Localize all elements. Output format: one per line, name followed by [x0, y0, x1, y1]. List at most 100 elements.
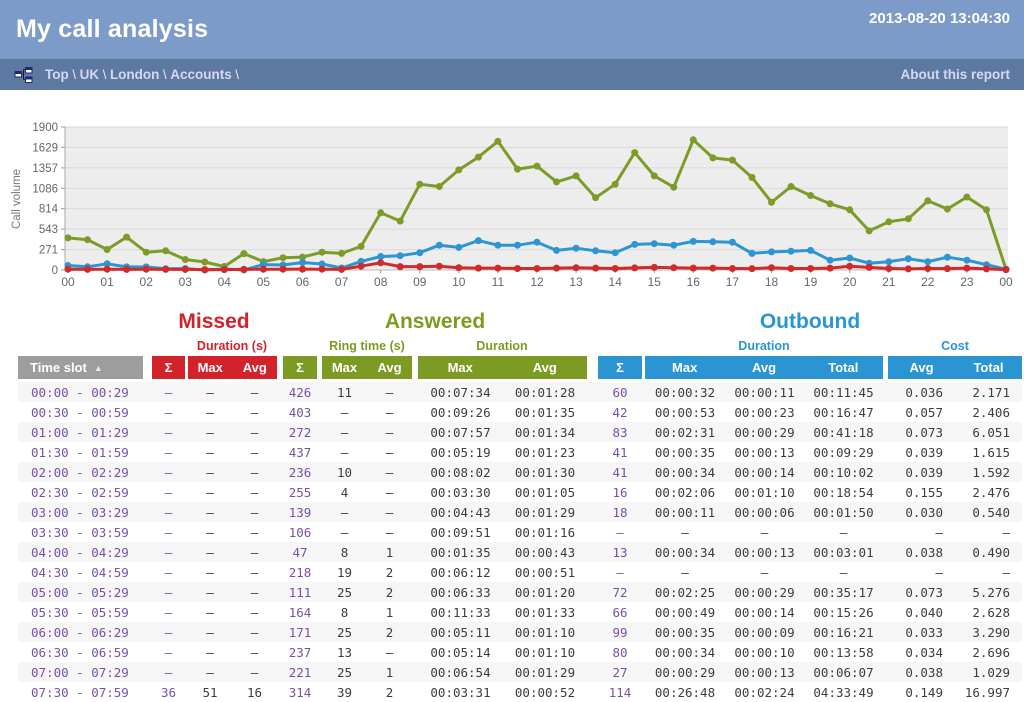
outbound-sum-cell[interactable]: 72 — [598, 582, 642, 602]
breadcrumb: Top \ UK \ London \ Accounts \ — [45, 66, 243, 84]
breadcrumb-link-accounts[interactable]: Accounts — [170, 67, 232, 82]
time-slot-cell[interactable]: 02:30 - 02:59 — [18, 482, 143, 502]
missed-sum-cell[interactable]: – — [152, 642, 185, 662]
outbound-sum-cell[interactable]: – — [598, 562, 642, 582]
svg-text:14: 14 — [609, 275, 623, 289]
outbound-sum-cell[interactable]: 99 — [598, 622, 642, 642]
time-slot-cell[interactable]: 00:30 - 00:59 — [18, 402, 143, 422]
answered-sum-cell[interactable]: 437 — [283, 442, 317, 462]
outbound-value-cell: 00:00:32 — [645, 382, 725, 402]
outbound-value-cell: – — [888, 562, 955, 582]
time-slot-cell[interactable]: 00:00 - 00:29 — [18, 382, 143, 402]
outbound-sum-cell[interactable]: 27 — [598, 662, 642, 682]
missed-sum-cell[interactable]: 36 — [152, 682, 185, 702]
missed-sum-cell[interactable]: – — [152, 542, 185, 562]
time-slot-cell[interactable]: 06:00 - 06:29 — [18, 622, 143, 642]
column-header-answered-sum[interactable]: Σ — [283, 356, 317, 379]
missed-sum-cell[interactable]: – — [152, 482, 185, 502]
answered-sum-cell[interactable]: 236 — [283, 462, 317, 482]
outbound-value-cell: 00:00:13 — [725, 662, 804, 682]
time-slot-cell[interactable]: 02:00 - 02:29 — [18, 462, 143, 482]
outbound-sum-cell[interactable]: 18 — [598, 502, 642, 522]
missed-sum-cell[interactable]: – — [152, 662, 185, 682]
breadcrumb-link-top[interactable]: Top — [45, 67, 69, 82]
missed-sum-cell[interactable]: – — [152, 402, 185, 422]
missed-sum-cell[interactable]: – — [152, 562, 185, 582]
outbound-sum-cell[interactable]: 80 — [598, 642, 642, 662]
answered-sum-cell[interactable]: 164 — [283, 602, 317, 622]
outbound-sum-cell[interactable]: 114 — [598, 682, 642, 702]
answered-sum-cell[interactable]: 255 — [283, 482, 317, 502]
missed-sum-cell[interactable]: – — [152, 382, 185, 402]
answered-value-cell: 1 — [367, 542, 412, 562]
outbound-sum-cell[interactable]: 41 — [598, 442, 642, 462]
time-slot-cell[interactable]: 04:30 - 04:59 — [18, 562, 143, 582]
answered-sum-cell[interactable]: 139 — [283, 502, 317, 522]
answered-sum-cell[interactable]: 314 — [283, 682, 317, 702]
breadcrumb-link-london[interactable]: London — [110, 67, 159, 82]
outbound-value-cell: 0.149 — [888, 682, 955, 702]
sitemap-icon-svg — [14, 67, 33, 83]
outbound-sum-cell[interactable]: – — [598, 522, 642, 542]
missed-sum-cell[interactable]: – — [152, 442, 185, 462]
outbound-sum-cell[interactable]: 41 — [598, 462, 642, 482]
missed-sum-cell[interactable]: – — [152, 582, 185, 602]
answered-sum-cell[interactable]: 47 — [283, 542, 317, 562]
answered-sum-cell[interactable]: 426 — [283, 382, 317, 402]
missed-value-cell: – — [232, 402, 277, 422]
missed-sum-cell[interactable]: – — [152, 522, 185, 542]
time-slot-cell[interactable]: 07:30 - 07:59 — [18, 682, 143, 702]
missed-sum-cell[interactable]: – — [152, 422, 185, 442]
time-slot-cell[interactable]: 04:00 - 04:29 — [18, 542, 143, 562]
column-header-outbound-cost[interactable]: AvgTotal — [888, 356, 1022, 379]
answered-sum-cell[interactable]: 403 — [283, 402, 317, 422]
answered-sum-cell[interactable]: 171 — [283, 622, 317, 642]
column-header-missed-max-avg[interactable]: MaxAvg — [188, 356, 277, 379]
answered-sum-cell[interactable]: 221 — [283, 662, 317, 682]
time-slot-cell[interactable]: 06:30 - 06:59 — [18, 642, 143, 662]
answered-sum-cell[interactable]: 218 — [283, 562, 317, 582]
time-slot-cell[interactable]: 03:00 - 03:29 — [18, 502, 143, 522]
missed-sum-cell[interactable]: – — [152, 502, 185, 522]
time-slot-cell[interactable]: 01:00 - 01:29 — [18, 422, 143, 442]
outbound-sum-cell[interactable]: 16 — [598, 482, 642, 502]
outbound-sum-cell[interactable]: 83 — [598, 422, 642, 442]
answered-sum-cell[interactable]: 237 — [283, 642, 317, 662]
outbound-value-cell: 00:00:29 — [725, 422, 804, 442]
outbound-value-cell: 00:09:29 — [804, 442, 883, 462]
column-header-time-slot[interactable]: Time slot ▲ — [18, 356, 143, 379]
column-header-answered-ring-max-avg[interactable]: MaxAvg — [322, 356, 412, 379]
missed-sum-cell[interactable]: – — [152, 622, 185, 642]
outbound-sum-cell[interactable]: 42 — [598, 402, 642, 422]
column-header-outbound-duration[interactable]: MaxAvgTotal — [645, 356, 883, 379]
answered-value-cell: – — [322, 502, 367, 522]
outbound-value-cell: 00:41:18 — [804, 422, 883, 442]
sitemap-icon[interactable] — [14, 67, 33, 83]
answered-value-cell: 00:01:29 — [503, 502, 587, 522]
time-slot-cell[interactable]: 07:00 - 07:29 — [18, 662, 143, 682]
column-header-answered-duration-max-avg[interactable]: MaxAvg — [418, 356, 587, 379]
outbound-sum-cell[interactable]: 13 — [598, 542, 642, 562]
answered-sum-cell[interactable]: 111 — [283, 582, 317, 602]
time-slot-cell[interactable]: 03:30 - 03:59 — [18, 522, 143, 542]
breadcrumb-link-uk[interactable]: UK — [80, 67, 100, 82]
table-row: 06:00 - 06:29–––17125200:05:1100:01:1099… — [18, 622, 1022, 642]
column-header-outbound-sum[interactable]: Σ — [598, 356, 642, 379]
breadcrumb-separator: \ — [99, 67, 110, 82]
answered-sum-cell[interactable]: 272 — [283, 422, 317, 442]
about-this-report-link[interactable]: About this report — [901, 67, 1011, 82]
time-slot-cell[interactable]: 01:30 - 01:59 — [18, 442, 143, 462]
time-slot-cell[interactable]: 05:00 - 05:29 — [18, 582, 143, 602]
time-slot-cell[interactable]: 05:30 - 05:59 — [18, 602, 143, 622]
outbound-value-cell: 00:00:14 — [725, 602, 804, 622]
answered-sum-cell[interactable]: 106 — [283, 522, 317, 542]
outbound-value-cell: 0.039 — [888, 462, 955, 482]
answered-value-cell: 19 — [322, 562, 367, 582]
missed-sum-cell[interactable]: – — [152, 602, 185, 622]
outbound-sum-cell[interactable]: 66 — [598, 602, 642, 622]
missed-sum-cell[interactable]: – — [152, 462, 185, 482]
answered-value-cell: 00:06:54 — [418, 662, 503, 682]
outbound-sum-cell[interactable]: 60 — [598, 382, 642, 402]
column-header-missed-sum[interactable]: Σ — [152, 356, 185, 379]
svg-text:Call volume: Call volume — [11, 169, 23, 229]
